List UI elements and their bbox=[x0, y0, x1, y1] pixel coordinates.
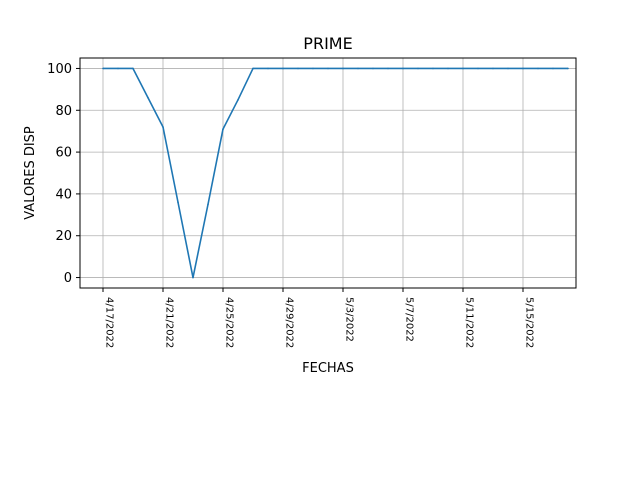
y-axis-label: VALORES DISP bbox=[23, 126, 38, 220]
data-point bbox=[162, 126, 164, 128]
y-tick-label: 100 bbox=[47, 62, 72, 77]
data-point bbox=[312, 67, 314, 70]
data-point bbox=[222, 128, 224, 130]
data-point bbox=[492, 67, 494, 70]
data-point bbox=[177, 201, 179, 204]
series-layer bbox=[102, 67, 569, 279]
data-point bbox=[477, 67, 479, 70]
data-point bbox=[237, 99, 239, 101]
data-point bbox=[462, 67, 464, 70]
x-tick-label: 4/17/2022 bbox=[104, 297, 115, 348]
data-point bbox=[567, 67, 569, 70]
y-tick-label: 20 bbox=[55, 229, 72, 244]
data-point bbox=[147, 96, 149, 99]
x-tick-label: 5/15/2022 bbox=[524, 297, 535, 348]
data-point bbox=[447, 67, 449, 70]
data-point bbox=[297, 67, 299, 70]
data-point bbox=[507, 67, 509, 70]
chart-title: PRIME bbox=[303, 34, 352, 53]
data-point bbox=[252, 67, 254, 70]
series-line bbox=[103, 67, 568, 279]
data-point bbox=[417, 67, 419, 70]
x-tick-label: 4/21/2022 bbox=[164, 297, 175, 348]
y-tick-label: 0 bbox=[64, 271, 72, 286]
data-point bbox=[522, 67, 524, 70]
data-point bbox=[372, 67, 374, 70]
x-tick-label: 5/3/2022 bbox=[344, 297, 355, 342]
y-tick-label: 80 bbox=[55, 104, 72, 119]
data-point bbox=[207, 203, 209, 206]
x-tick-label: 5/11/2022 bbox=[464, 297, 475, 348]
x-axis: 4/17/2022 4/21/2022 4/25/2022 4/29/2022 5/3/… bbox=[102, 288, 535, 348]
data-point bbox=[357, 67, 359, 70]
data-point bbox=[282, 67, 284, 70]
data-point bbox=[117, 67, 119, 70]
y-tick-label: 60 bbox=[55, 146, 72, 161]
y-tick-label: 40 bbox=[55, 187, 72, 202]
data-point bbox=[387, 67, 389, 70]
data-point bbox=[102, 67, 104, 70]
data-point bbox=[192, 276, 194, 279]
x-tick-label: 4/29/2022 bbox=[284, 297, 295, 348]
data-point bbox=[342, 67, 344, 70]
data-point bbox=[552, 67, 554, 70]
x-tick-label: 4/25/2022 bbox=[224, 297, 235, 348]
data-point bbox=[432, 67, 434, 70]
data-point bbox=[402, 67, 404, 70]
y-axis: 0 20 40 60 80 100 bbox=[47, 62, 80, 286]
data-point bbox=[267, 67, 269, 70]
x-axis-label: FECHAS bbox=[302, 361, 354, 376]
data-point bbox=[132, 67, 134, 70]
x-tick-label: 5/7/2022 bbox=[404, 297, 415, 342]
data-point bbox=[327, 67, 329, 70]
data-point bbox=[537, 67, 539, 70]
plot-frame bbox=[79, 57, 577, 289]
